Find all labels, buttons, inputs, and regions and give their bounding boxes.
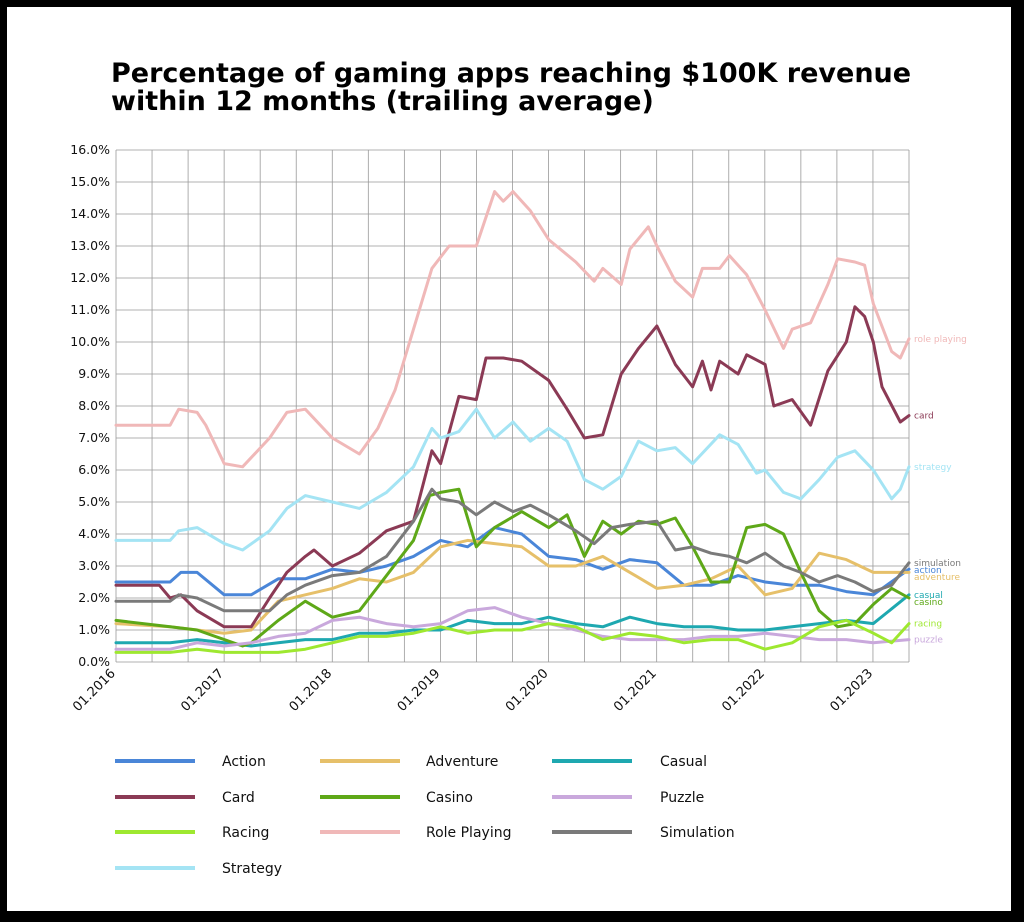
- legend-item-strategy: Strategy: [115, 861, 282, 877]
- series-end-label-simulation: simulation: [914, 559, 961, 569]
- series-end-label-casino: casino: [914, 598, 943, 608]
- y-tick-label: 7.0%: [78, 430, 110, 445]
- line-chart: Percentage of gaming apps reaching $100K…: [70, 58, 967, 877]
- legend-label: Action: [222, 754, 266, 770]
- x-tick-label: 01.2018: [287, 666, 336, 715]
- legend-item-card: Card: [115, 790, 255, 806]
- series-line-card: [114, 305, 911, 629]
- y-tick-label: 10.0%: [70, 334, 110, 349]
- y-tick-label: 6.0%: [78, 462, 110, 477]
- y-tick-label: 15.0%: [70, 174, 110, 189]
- series-lines: [114, 190, 911, 654]
- legend-label: Puzzle: [660, 790, 704, 806]
- series-line-action: [114, 526, 911, 597]
- y-tick-label: 4.0%: [78, 526, 110, 541]
- y-tick-label: 16.0%: [70, 142, 110, 157]
- x-tick-label: 01.2021: [611, 666, 660, 715]
- series-end-labels: role playing card strategy simulationaction…: [914, 335, 967, 646]
- y-tick-label: 13.0%: [70, 238, 110, 253]
- x-tick-label: 01.2020: [503, 666, 552, 715]
- series-line-racing: [114, 618, 911, 654]
- legend-label: Adventure: [426, 754, 498, 770]
- series-line-strategy: [114, 407, 911, 552]
- x-axis-ticks: 01.2016 01.2017 01.2018 01.2019 01.2020 01.20…: [70, 666, 876, 715]
- y-tick-label: 14.0%: [70, 206, 110, 221]
- legend-item-puzzle: Puzzle: [552, 790, 704, 806]
- y-tick-label: 5.0%: [78, 494, 110, 509]
- series-end-label-racing: racing: [914, 620, 942, 630]
- series-line-casual: [114, 593, 911, 648]
- series-end-label-action: action: [914, 566, 942, 576]
- chart-card: Percentage of gaming apps reaching $100K…: [7, 7, 1011, 911]
- series-end-label-puzzle: puzzle: [914, 636, 943, 646]
- legend-label: Racing: [222, 825, 269, 841]
- series-line-casino: [114, 487, 911, 648]
- x-tick-label: 01.2016: [70, 666, 119, 715]
- series-end-label-card: card: [914, 412, 934, 422]
- legend-label: Simulation: [660, 825, 735, 841]
- chart-title-line-2: within 12 months (trailing average): [111, 86, 654, 117]
- legend-label: Strategy: [222, 861, 282, 877]
- legend-item-casual: Casual: [552, 754, 707, 770]
- series-end-label-strategy: strategy: [914, 463, 952, 473]
- x-tick-label: 01.2017: [178, 666, 227, 715]
- legend-item-adventure: Adventure: [320, 754, 498, 770]
- y-axis-ticks: 0.0% 1.0% 2.0% 3.0% 4.0% 5.0% 6.0% 7.0% 8.0% 9.0%…: [70, 142, 110, 669]
- legend-label: Role Playing: [426, 825, 511, 841]
- series-end-label-adventure: adventure: [914, 573, 961, 583]
- x-tick-label: 01.2022: [719, 666, 768, 715]
- series-end-label-casual: casual: [914, 591, 943, 601]
- y-tick-label: 8.0%: [78, 398, 110, 413]
- chart-title-line-1: Percentage of gaming apps reaching $100K…: [111, 58, 911, 89]
- y-tick-label: 3.0%: [78, 558, 110, 573]
- series-end-label-role-playing: role playing: [914, 335, 967, 345]
- series-line-role-playing: [114, 190, 911, 469]
- series-line-puzzle: [114, 606, 911, 651]
- y-tick-label: 12.0%: [70, 270, 110, 285]
- series-line-simulation: [114, 487, 911, 613]
- legend-label: Card: [222, 790, 255, 806]
- legend-label: Casual: [660, 754, 707, 770]
- y-tick-label: 1.0%: [78, 622, 110, 637]
- y-tick-label: 11.0%: [70, 302, 110, 317]
- legend-item-simulation: Simulation: [552, 825, 735, 841]
- legend-item-action: Action: [115, 754, 266, 770]
- y-tick-label: 2.0%: [78, 590, 110, 605]
- y-tick-label: 0.0%: [78, 654, 110, 669]
- legend-label: Casino: [426, 790, 473, 806]
- legend: Action Adventure Casual Card Casino Puzzle Rac…: [115, 754, 735, 877]
- legend-item-casino: Casino: [320, 790, 473, 806]
- y-tick-label: 9.0%: [78, 366, 110, 381]
- chart-title: Percentage of gaming apps reaching $100K…: [111, 58, 911, 117]
- legend-item-racing: Racing: [115, 825, 269, 841]
- legend-item-role-playing: Role Playing: [320, 825, 511, 841]
- x-tick-label: 01.2019: [395, 666, 444, 715]
- x-tick-label: 01.2023: [828, 666, 877, 715]
